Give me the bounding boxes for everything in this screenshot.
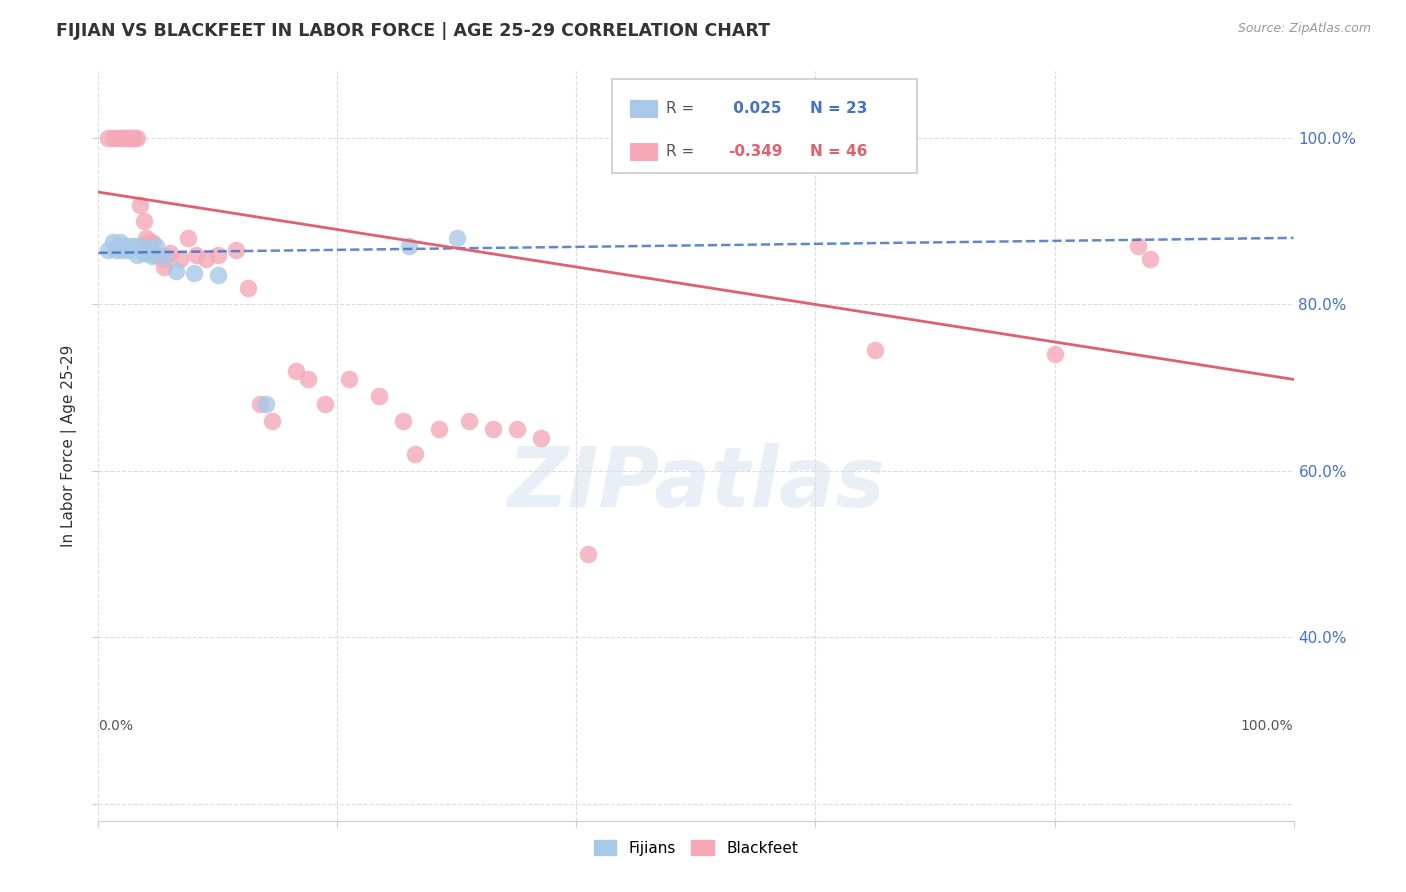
Point bbox=[481, 422, 505, 436]
Point bbox=[97, 244, 120, 258]
Point bbox=[111, 131, 134, 145]
Point bbox=[145, 239, 167, 253]
Point bbox=[1128, 239, 1150, 253]
Point bbox=[398, 239, 420, 253]
Point bbox=[530, 431, 553, 445]
Point bbox=[138, 235, 160, 249]
Point bbox=[249, 397, 271, 411]
Point bbox=[284, 364, 307, 378]
Point bbox=[186, 247, 208, 261]
Point bbox=[392, 414, 415, 428]
Point bbox=[97, 131, 120, 145]
Point bbox=[114, 131, 136, 145]
Point bbox=[105, 244, 128, 258]
Point bbox=[141, 249, 163, 263]
Point bbox=[132, 214, 155, 228]
Point bbox=[1043, 347, 1066, 361]
Point bbox=[446, 231, 468, 245]
Point bbox=[129, 239, 152, 253]
Point bbox=[153, 260, 176, 274]
Point bbox=[153, 249, 176, 263]
Point bbox=[183, 266, 205, 280]
Point bbox=[114, 239, 136, 253]
Point bbox=[105, 131, 128, 145]
Point bbox=[117, 131, 139, 145]
Text: Source: ZipAtlas.com: Source: ZipAtlas.com bbox=[1237, 22, 1371, 36]
Point bbox=[177, 231, 200, 245]
Point bbox=[254, 397, 277, 411]
Text: R =: R = bbox=[666, 144, 695, 159]
Text: FIJIAN VS BLACKFEET IN LABOR FORCE | AGE 25-29 CORRELATION CHART: FIJIAN VS BLACKFEET IN LABOR FORCE | AGE… bbox=[56, 22, 770, 40]
Point bbox=[101, 235, 124, 249]
Text: N = 23: N = 23 bbox=[810, 101, 868, 116]
Point bbox=[124, 239, 146, 253]
Y-axis label: In Labor Force | Age 25-29: In Labor Force | Age 25-29 bbox=[60, 345, 77, 547]
Point bbox=[132, 245, 155, 260]
Point bbox=[427, 422, 450, 436]
Text: 100.0%: 100.0% bbox=[1241, 720, 1294, 733]
FancyBboxPatch shape bbox=[613, 78, 917, 172]
Point bbox=[101, 131, 124, 145]
Point bbox=[125, 247, 148, 261]
Text: ZIPatlas: ZIPatlas bbox=[508, 443, 884, 524]
Text: -0.349: -0.349 bbox=[728, 144, 783, 159]
Point bbox=[207, 268, 229, 283]
Point bbox=[108, 235, 131, 249]
Text: 0.025: 0.025 bbox=[728, 101, 782, 116]
Point bbox=[297, 372, 319, 386]
Point bbox=[368, 389, 391, 403]
FancyBboxPatch shape bbox=[630, 144, 657, 160]
Point bbox=[225, 244, 247, 258]
Point bbox=[159, 245, 181, 260]
Point bbox=[207, 247, 229, 261]
Text: 0.0%: 0.0% bbox=[98, 720, 134, 733]
Point bbox=[117, 131, 139, 145]
Point bbox=[125, 131, 148, 145]
Point bbox=[236, 281, 259, 295]
Point bbox=[165, 264, 187, 278]
Point bbox=[578, 547, 600, 561]
Point bbox=[169, 252, 191, 266]
Point bbox=[1139, 252, 1161, 266]
Text: N = 46: N = 46 bbox=[810, 144, 868, 159]
Point bbox=[458, 414, 481, 428]
Point bbox=[195, 252, 218, 266]
Point bbox=[129, 197, 152, 211]
Point bbox=[108, 131, 131, 145]
Point bbox=[117, 244, 139, 258]
Point bbox=[506, 422, 529, 436]
Point bbox=[315, 397, 337, 411]
Point bbox=[145, 247, 167, 261]
Text: R =: R = bbox=[666, 101, 695, 116]
Point bbox=[138, 241, 160, 255]
Point bbox=[124, 131, 146, 145]
Point bbox=[135, 231, 157, 245]
Point bbox=[404, 447, 426, 461]
FancyBboxPatch shape bbox=[630, 100, 657, 117]
Legend: Fijians, Blackfeet: Fijians, Blackfeet bbox=[588, 833, 804, 862]
Point bbox=[135, 245, 157, 260]
Point bbox=[121, 131, 143, 145]
Point bbox=[260, 414, 283, 428]
Point bbox=[153, 252, 176, 266]
Point bbox=[141, 235, 163, 249]
Point bbox=[111, 244, 134, 258]
Point bbox=[339, 372, 361, 386]
Point bbox=[120, 239, 142, 253]
Point bbox=[865, 343, 887, 358]
